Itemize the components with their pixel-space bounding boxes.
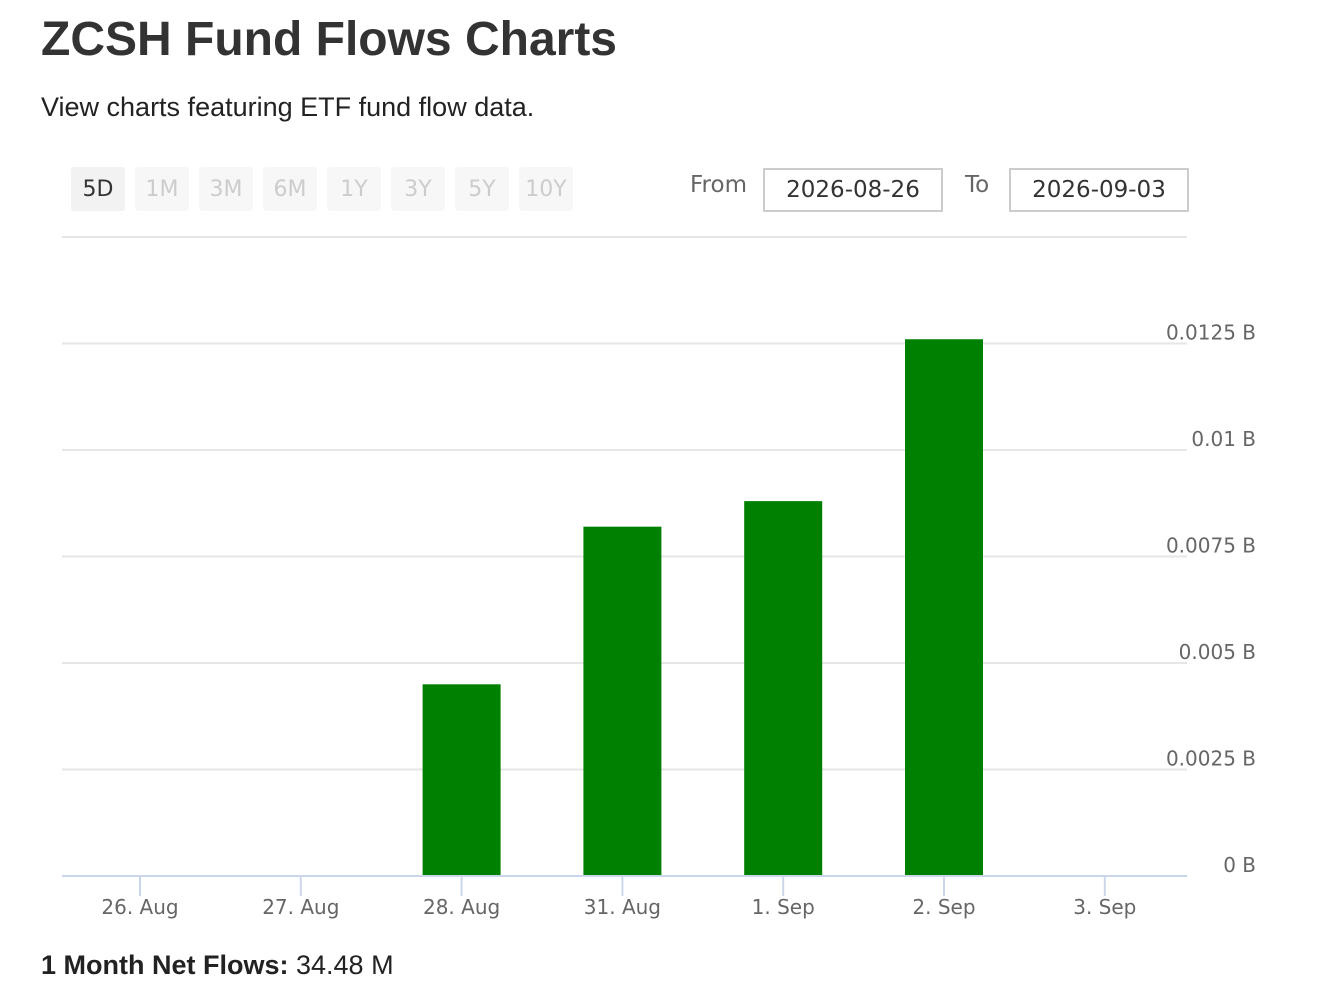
x-tick-label: 31. Aug (584, 895, 661, 919)
x-tick-label: 27. Aug (262, 895, 339, 919)
from-label: From (690, 172, 747, 198)
range-button-5y[interactable]: 5Y (455, 167, 509, 211)
bar (583, 526, 662, 876)
y-tick-label: 0.01 B (1191, 427, 1256, 451)
to-label: To (965, 172, 990, 198)
range-button-3y[interactable]: 3Y (391, 167, 445, 211)
page-subtitle: View charts featuring ETF fund flow data… (41, 92, 535, 122)
x-tick-label: 28. Aug (423, 895, 500, 919)
x-tick-label: 1. Sep (752, 895, 815, 919)
y-tick-label: 0 B (1223, 853, 1256, 877)
range-button-6m[interactable]: 6M (263, 167, 317, 211)
net-flows-summary: 1 Month Net Flows: 34.48 M (41, 950, 394, 981)
y-tick-label: 0.0075 B (1166, 534, 1256, 558)
page-title: ZCSH Fund Flows Charts (41, 13, 617, 66)
range-selector: 5D 1M 3M 6M 1Y 3Y 5Y 10Y (71, 167, 573, 211)
y-tick-label: 0.005 B (1179, 640, 1256, 664)
y-tick-label: 0.0125 B (1166, 321, 1256, 345)
to-date-input[interactable]: 2026-09-03 (1009, 168, 1189, 212)
range-button-10y[interactable]: 10Y (519, 167, 573, 211)
from-date-input[interactable]: 2026-08-26 (763, 168, 943, 212)
range-button-5d[interactable]: 5D (71, 167, 125, 211)
x-tick-label: 2. Sep (912, 895, 975, 919)
range-button-3m[interactable]: 3M (199, 167, 253, 211)
y-tick-label: 0.0025 B (1166, 747, 1256, 771)
bar (905, 339, 983, 876)
range-button-1y[interactable]: 1Y (327, 167, 381, 211)
bar (744, 501, 823, 876)
net-flows-value: 34.48 M (296, 950, 394, 980)
range-button-1m[interactable]: 1M (135, 167, 189, 211)
x-tick-label: 26. Aug (101, 895, 178, 919)
bar (422, 684, 501, 876)
net-flows-label: 1 Month Net Flows: (41, 950, 289, 980)
x-tick-label: 3. Sep (1073, 895, 1136, 919)
